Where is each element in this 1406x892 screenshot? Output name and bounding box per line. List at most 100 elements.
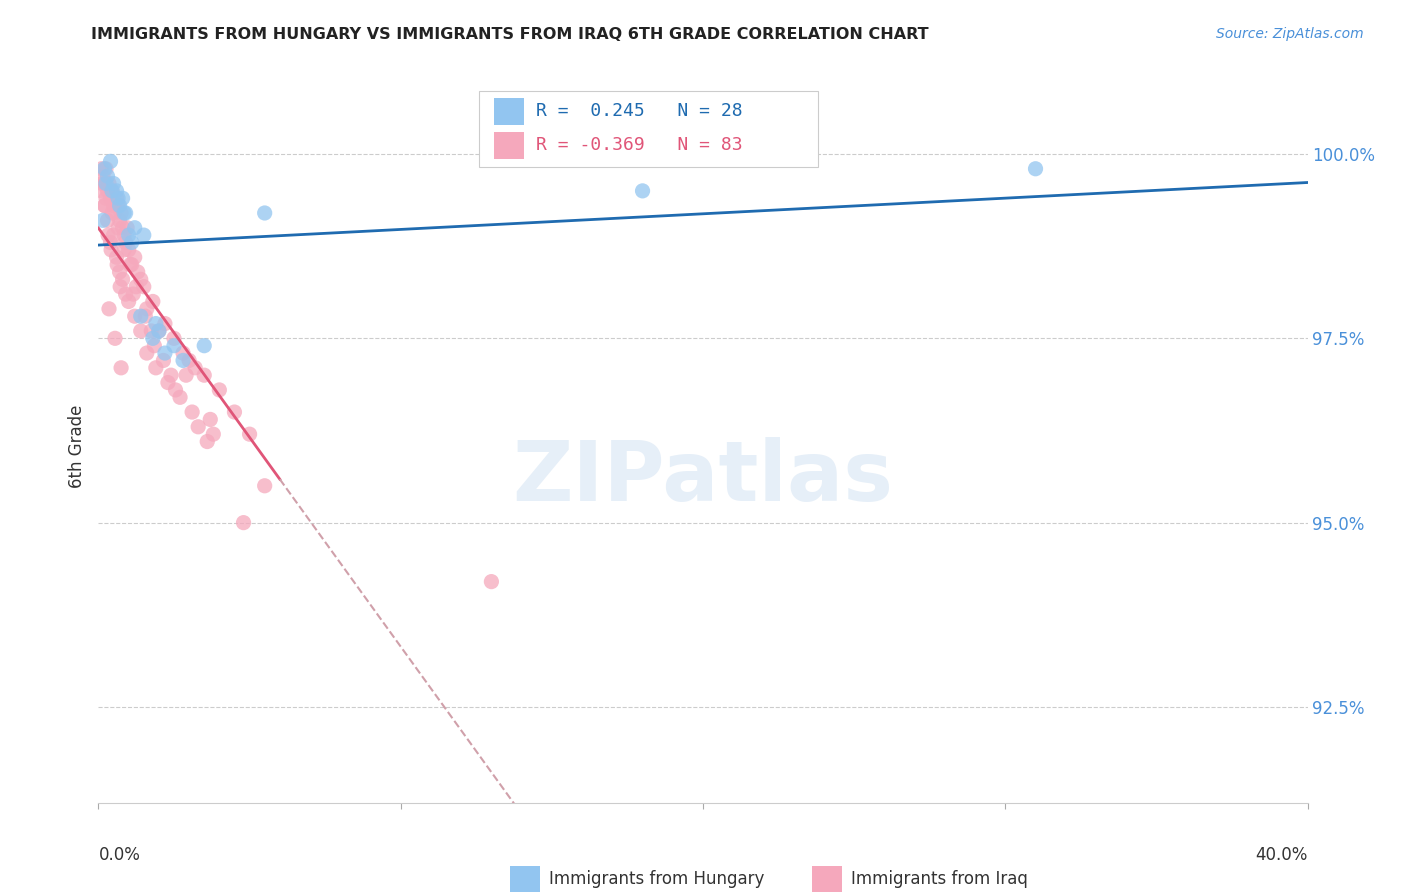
Point [108, 213, 131, 227]
Point [224, 405, 246, 419]
Point [103, 228, 125, 243]
Point [145, 317, 167, 331]
Point [97, 228, 120, 243]
Point [124, 309, 146, 323]
Point [104, 206, 127, 220]
Text: IMMIGRANTS FROM HUNGARY VS IMMIGRANTS FROM IRAQ 6TH GRADE CORRELATION CHART: IMMIGRANTS FROM HUNGARY VS IMMIGRANTS FR… [91, 27, 929, 42]
FancyBboxPatch shape [494, 132, 524, 159]
Point [96, 169, 118, 183]
Text: R =  0.245   N = 28: R = 0.245 N = 28 [536, 103, 742, 120]
Point [111, 191, 134, 205]
Point [94, 177, 117, 191]
Point [142, 294, 165, 309]
Point [105, 191, 128, 205]
Point [110, 206, 132, 220]
Point [141, 324, 163, 338]
Point [200, 412, 222, 426]
Point [93, 199, 115, 213]
Point [107, 220, 129, 235]
Text: R = -0.369   N = 83: R = -0.369 N = 83 [536, 136, 742, 154]
Point [96, 184, 118, 198]
Point [253, 479, 276, 493]
Point [114, 206, 136, 220]
Point [120, 258, 142, 272]
Point [253, 206, 276, 220]
Point [90, 161, 112, 176]
Point [631, 184, 654, 198]
Point [115, 220, 138, 235]
Point [127, 265, 149, 279]
Point [103, 177, 125, 191]
Point [91, 169, 114, 183]
Point [172, 353, 194, 368]
Point [122, 287, 145, 301]
Point [124, 220, 146, 235]
Point [121, 258, 143, 272]
Point [118, 228, 141, 243]
Point [193, 339, 215, 353]
Text: 40.0%: 40.0% [1256, 847, 1308, 864]
Point [112, 243, 135, 257]
Point [93, 177, 115, 191]
FancyBboxPatch shape [479, 91, 818, 167]
Point [118, 243, 141, 257]
Point [111, 220, 134, 235]
Point [163, 331, 186, 345]
Point [108, 199, 131, 213]
Point [103, 199, 125, 213]
Point [118, 294, 141, 309]
Point [169, 390, 191, 404]
Point [94, 161, 117, 176]
Point [98, 177, 121, 191]
Point [165, 383, 187, 397]
Point [94, 191, 117, 205]
Point [135, 346, 157, 360]
FancyBboxPatch shape [509, 865, 540, 892]
FancyBboxPatch shape [494, 97, 524, 125]
Point [105, 250, 128, 264]
Point [160, 368, 183, 383]
Point [143, 339, 166, 353]
Point [148, 324, 170, 338]
Point [108, 265, 131, 279]
Point [100, 154, 122, 169]
Point [107, 199, 129, 213]
Point [195, 434, 218, 449]
Point [104, 331, 127, 345]
Text: ZIPatlas: ZIPatlas [513, 437, 893, 518]
Point [121, 235, 143, 250]
Point [105, 258, 128, 272]
Point [91, 177, 114, 191]
Text: Immigrants from Iraq: Immigrants from Iraq [851, 870, 1028, 888]
Point [98, 301, 121, 316]
Point [202, 427, 225, 442]
Point [96, 213, 118, 227]
Point [156, 376, 179, 390]
Point [481, 574, 503, 589]
Point [179, 353, 201, 368]
Point [124, 250, 146, 264]
Point [135, 301, 157, 316]
Point [129, 272, 152, 286]
Point [111, 272, 134, 286]
Point [112, 206, 135, 220]
Point [112, 228, 135, 243]
Point [125, 279, 148, 293]
Point [100, 191, 122, 205]
Point [145, 360, 167, 375]
Point [114, 287, 136, 301]
Point [152, 353, 174, 368]
Point [163, 339, 186, 353]
Point [129, 324, 152, 338]
Point [132, 228, 155, 243]
Text: 0.0%: 0.0% [98, 847, 141, 864]
Point [94, 199, 117, 213]
Point [93, 161, 115, 176]
Point [132, 279, 155, 293]
Point [108, 279, 131, 293]
Point [153, 317, 176, 331]
Point [153, 346, 176, 360]
Point [239, 427, 262, 442]
Point [100, 243, 122, 257]
Point [101, 206, 124, 220]
